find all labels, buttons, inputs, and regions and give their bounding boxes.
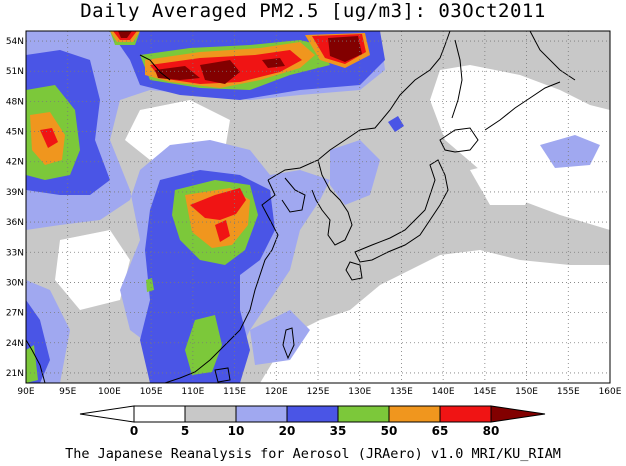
kuril-islands [484, 81, 561, 131]
colorbar-bin-6 [439, 405, 492, 423]
lake-baikal [139, 54, 171, 81]
asia-coastline [267, 31, 451, 181]
contour-80-plus-d [262, 58, 285, 68]
contour-10-20-d [540, 135, 600, 168]
china-coast [164, 179, 279, 383]
lat-tick-48N: 48N [6, 97, 24, 107]
credit-line: The Japanese Reanalysis for Aerosol (JRA… [65, 446, 561, 462]
japan-hokkaido [439, 127, 479, 153]
contour-35-50-c [185, 315, 222, 375]
contour-35-50-e [26, 345, 38, 383]
lat-tick-33N: 33N [6, 248, 24, 258]
lon-tick-90E: 90E [17, 387, 34, 397]
lon-tick-100E: 100E [98, 387, 121, 397]
bohai-coast [281, 177, 306, 213]
colorbar-bin-2 [235, 405, 288, 423]
colorbar-bin-5 [388, 405, 441, 423]
contour-80-plus-c [328, 36, 362, 62]
colorbar-bin-1 [184, 405, 237, 423]
colorbar-label-80: 80 [483, 424, 500, 438]
lat-tick-36N: 36N [6, 218, 24, 228]
taiwan [282, 327, 295, 360]
plot-frame [25, 30, 611, 384]
lon-tick-155E: 155E [557, 387, 580, 397]
lat-tick-21N: 21N [6, 369, 24, 379]
contour-65-80-e [40, 128, 58, 148]
lon-tick-160E: 160E [599, 387, 622, 397]
contour-20-35-e [388, 116, 404, 132]
colorbar-label-20: 20 [279, 424, 296, 438]
colorbar-low-arrow [79, 405, 135, 423]
lat-tick-39N: 39N [6, 188, 24, 198]
contour-10-20-e [250, 310, 310, 365]
colorbar-high-arrow [490, 405, 546, 423]
colorbar-label-0: 0 [130, 424, 138, 438]
lon-tick-95E: 95E [59, 387, 76, 397]
korea-peninsula [311, 159, 353, 246]
lon-tick-130E: 130E [348, 387, 371, 397]
coastlines [26, 31, 576, 383]
lat-tick-45N: 45N [6, 128, 24, 138]
contour-65-80-f [215, 220, 230, 242]
lon-tick-140E: 140E [432, 387, 455, 397]
colorbar-label-5: 5 [181, 424, 189, 438]
sakhalin [451, 39, 463, 119]
lon-tick-145E: 145E [473, 387, 496, 397]
lon-tick-150E: 150E [515, 387, 538, 397]
colorbar-label-35: 35 [330, 424, 347, 438]
contour-35-50-f [146, 278, 154, 292]
contour-80-plus-e [118, 31, 132, 38]
hainan [214, 367, 231, 383]
clean-area-c [420, 255, 520, 300]
clean-area-d [470, 160, 540, 205]
lat-tick-27N: 27N [6, 309, 24, 319]
map-title: Daily Averaged PM2.5 [ug/m3]: 03Oct2011 [80, 0, 546, 22]
colorbar-bin-3 [286, 405, 339, 423]
lon-tick-125E: 125E [307, 387, 330, 397]
colorbar-label-50: 50 [381, 424, 398, 438]
gridlines [26, 31, 610, 383]
lon-tick-105E: 105E [140, 387, 163, 397]
colorbar-bin-0 [133, 405, 186, 423]
lat-tick-54N: 54N [6, 37, 24, 47]
latitude-axis: 21N 24N 27N 30N 33N 36N 39N 42N 45N 48N 51N 54N [6, 37, 24, 379]
lat-tick-24N: 24N [6, 339, 24, 349]
colorbar-label-10: 10 [228, 424, 245, 438]
kamchatka [529, 31, 576, 81]
longitude-axis: 90E 95E 100E 105E 110E 115E 120E 125E 130E 135E 14… [17, 387, 621, 397]
contour-80-plus-b [200, 60, 240, 84]
lon-tick-115E: 115E [223, 387, 246, 397]
lat-tick-51N: 51N [6, 67, 24, 77]
colorbar-label-65: 65 [432, 424, 449, 438]
lon-tick-110E: 110E [181, 387, 204, 397]
kyushu [345, 261, 363, 281]
lat-tick-42N: 42N [6, 158, 24, 168]
clean-area-b [55, 230, 130, 310]
contour-5-10-b [370, 130, 450, 210]
lon-tick-120E: 120E [265, 387, 288, 397]
colorbar: 0 5 10 20 35 50 65 80 [79, 405, 546, 438]
lon-tick-135E: 135E [390, 387, 413, 397]
bay-of-bengal-coast [26, 339, 46, 383]
japan-honshu [354, 159, 449, 263]
contour-10-20-c [330, 140, 380, 205]
colorbar-bin-4 [337, 405, 390, 423]
lat-tick-30N: 30N [6, 278, 24, 288]
contour-65-80 [190, 188, 246, 220]
